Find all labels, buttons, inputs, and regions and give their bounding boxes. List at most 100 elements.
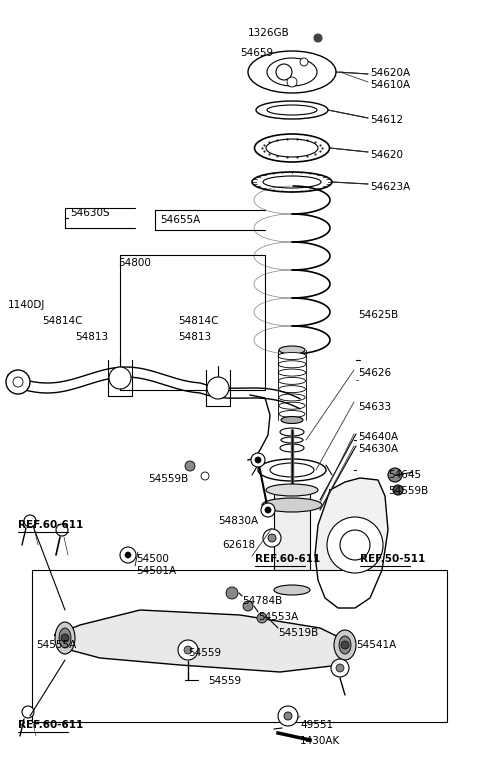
Ellipse shape bbox=[280, 428, 304, 436]
Text: 54612: 54612 bbox=[370, 115, 403, 125]
Text: 54640A: 54640A bbox=[358, 432, 398, 442]
Ellipse shape bbox=[339, 636, 351, 654]
Ellipse shape bbox=[248, 51, 336, 93]
Circle shape bbox=[278, 706, 298, 726]
Ellipse shape bbox=[266, 484, 318, 496]
Text: 54541A: 54541A bbox=[356, 640, 396, 650]
Text: 54784B: 54784B bbox=[242, 596, 282, 606]
Ellipse shape bbox=[279, 346, 305, 354]
Text: 1326GB: 1326GB bbox=[248, 28, 290, 38]
Ellipse shape bbox=[254, 134, 329, 162]
Circle shape bbox=[300, 58, 308, 66]
Ellipse shape bbox=[267, 105, 317, 115]
Text: 54655A: 54655A bbox=[160, 215, 200, 225]
Polygon shape bbox=[55, 610, 355, 672]
Ellipse shape bbox=[280, 444, 304, 452]
Ellipse shape bbox=[266, 139, 318, 157]
Text: 54559B: 54559B bbox=[388, 486, 428, 496]
Ellipse shape bbox=[281, 417, 303, 424]
Ellipse shape bbox=[55, 622, 75, 654]
Circle shape bbox=[201, 472, 209, 480]
Ellipse shape bbox=[274, 585, 310, 595]
Circle shape bbox=[13, 377, 23, 387]
Bar bbox=[32, 570, 447, 722]
Circle shape bbox=[226, 587, 238, 599]
Ellipse shape bbox=[263, 176, 321, 188]
Text: 54519B: 54519B bbox=[278, 628, 318, 638]
Text: 54814C: 54814C bbox=[42, 316, 83, 326]
Text: 54625B: 54625B bbox=[358, 310, 398, 320]
Text: 54501A: 54501A bbox=[136, 566, 176, 576]
Text: 54559: 54559 bbox=[188, 648, 221, 658]
Circle shape bbox=[336, 664, 344, 672]
Ellipse shape bbox=[278, 361, 306, 368]
Circle shape bbox=[331, 659, 349, 677]
Circle shape bbox=[255, 457, 261, 463]
Text: 1140DJ: 1140DJ bbox=[8, 300, 46, 310]
Text: 54623A: 54623A bbox=[370, 182, 410, 192]
Text: 54610A: 54610A bbox=[370, 80, 410, 90]
Circle shape bbox=[24, 515, 36, 527]
Circle shape bbox=[109, 367, 131, 389]
Ellipse shape bbox=[334, 630, 356, 660]
Text: 54559B: 54559B bbox=[148, 474, 188, 484]
Circle shape bbox=[265, 507, 271, 513]
Circle shape bbox=[388, 468, 402, 482]
Circle shape bbox=[178, 640, 198, 660]
Ellipse shape bbox=[262, 498, 322, 512]
Circle shape bbox=[261, 503, 275, 517]
Text: 54620: 54620 bbox=[370, 150, 403, 160]
Text: 54626: 54626 bbox=[358, 368, 391, 378]
Circle shape bbox=[341, 641, 349, 649]
Text: 54645: 54645 bbox=[388, 470, 421, 480]
Circle shape bbox=[61, 634, 69, 642]
Text: 49551: 49551 bbox=[300, 720, 333, 730]
Circle shape bbox=[125, 552, 131, 558]
Ellipse shape bbox=[278, 352, 306, 359]
Text: 54659: 54659 bbox=[240, 48, 273, 58]
Ellipse shape bbox=[281, 437, 303, 443]
Ellipse shape bbox=[278, 386, 305, 393]
Text: 54814C: 54814C bbox=[178, 316, 218, 326]
Circle shape bbox=[263, 529, 281, 547]
Text: 1430AK: 1430AK bbox=[300, 736, 340, 746]
Text: 54559: 54559 bbox=[208, 676, 241, 686]
Text: REF.60-611: REF.60-611 bbox=[18, 720, 83, 730]
Circle shape bbox=[207, 377, 229, 399]
Circle shape bbox=[243, 601, 253, 611]
Circle shape bbox=[340, 530, 370, 560]
Circle shape bbox=[314, 34, 322, 42]
Text: 54800: 54800 bbox=[118, 258, 151, 268]
Text: 54555A: 54555A bbox=[36, 640, 76, 650]
Ellipse shape bbox=[270, 463, 314, 477]
Circle shape bbox=[276, 64, 292, 80]
Ellipse shape bbox=[59, 628, 71, 648]
Circle shape bbox=[120, 547, 136, 563]
Circle shape bbox=[287, 77, 297, 87]
Ellipse shape bbox=[252, 172, 332, 192]
Ellipse shape bbox=[267, 58, 317, 86]
Ellipse shape bbox=[278, 377, 306, 384]
Text: 54830A: 54830A bbox=[218, 516, 258, 526]
Text: 54813: 54813 bbox=[75, 332, 108, 342]
Circle shape bbox=[327, 517, 383, 573]
Text: 54633: 54633 bbox=[358, 402, 391, 412]
Circle shape bbox=[22, 706, 34, 718]
Text: 54630A: 54630A bbox=[358, 444, 398, 454]
Circle shape bbox=[393, 485, 403, 495]
Text: 54620A: 54620A bbox=[370, 68, 410, 78]
Text: 54500: 54500 bbox=[136, 554, 169, 564]
Circle shape bbox=[185, 461, 195, 471]
Text: 54813: 54813 bbox=[178, 332, 211, 342]
Circle shape bbox=[257, 613, 267, 623]
Text: 54553A: 54553A bbox=[258, 612, 298, 622]
Circle shape bbox=[284, 712, 292, 720]
Ellipse shape bbox=[279, 411, 305, 417]
Ellipse shape bbox=[258, 459, 326, 481]
Circle shape bbox=[184, 646, 192, 654]
Text: REF.50-511: REF.50-511 bbox=[360, 554, 425, 564]
Ellipse shape bbox=[256, 101, 328, 119]
Circle shape bbox=[6, 370, 30, 394]
Text: REF.60-611: REF.60-611 bbox=[255, 554, 320, 564]
Circle shape bbox=[251, 453, 265, 467]
